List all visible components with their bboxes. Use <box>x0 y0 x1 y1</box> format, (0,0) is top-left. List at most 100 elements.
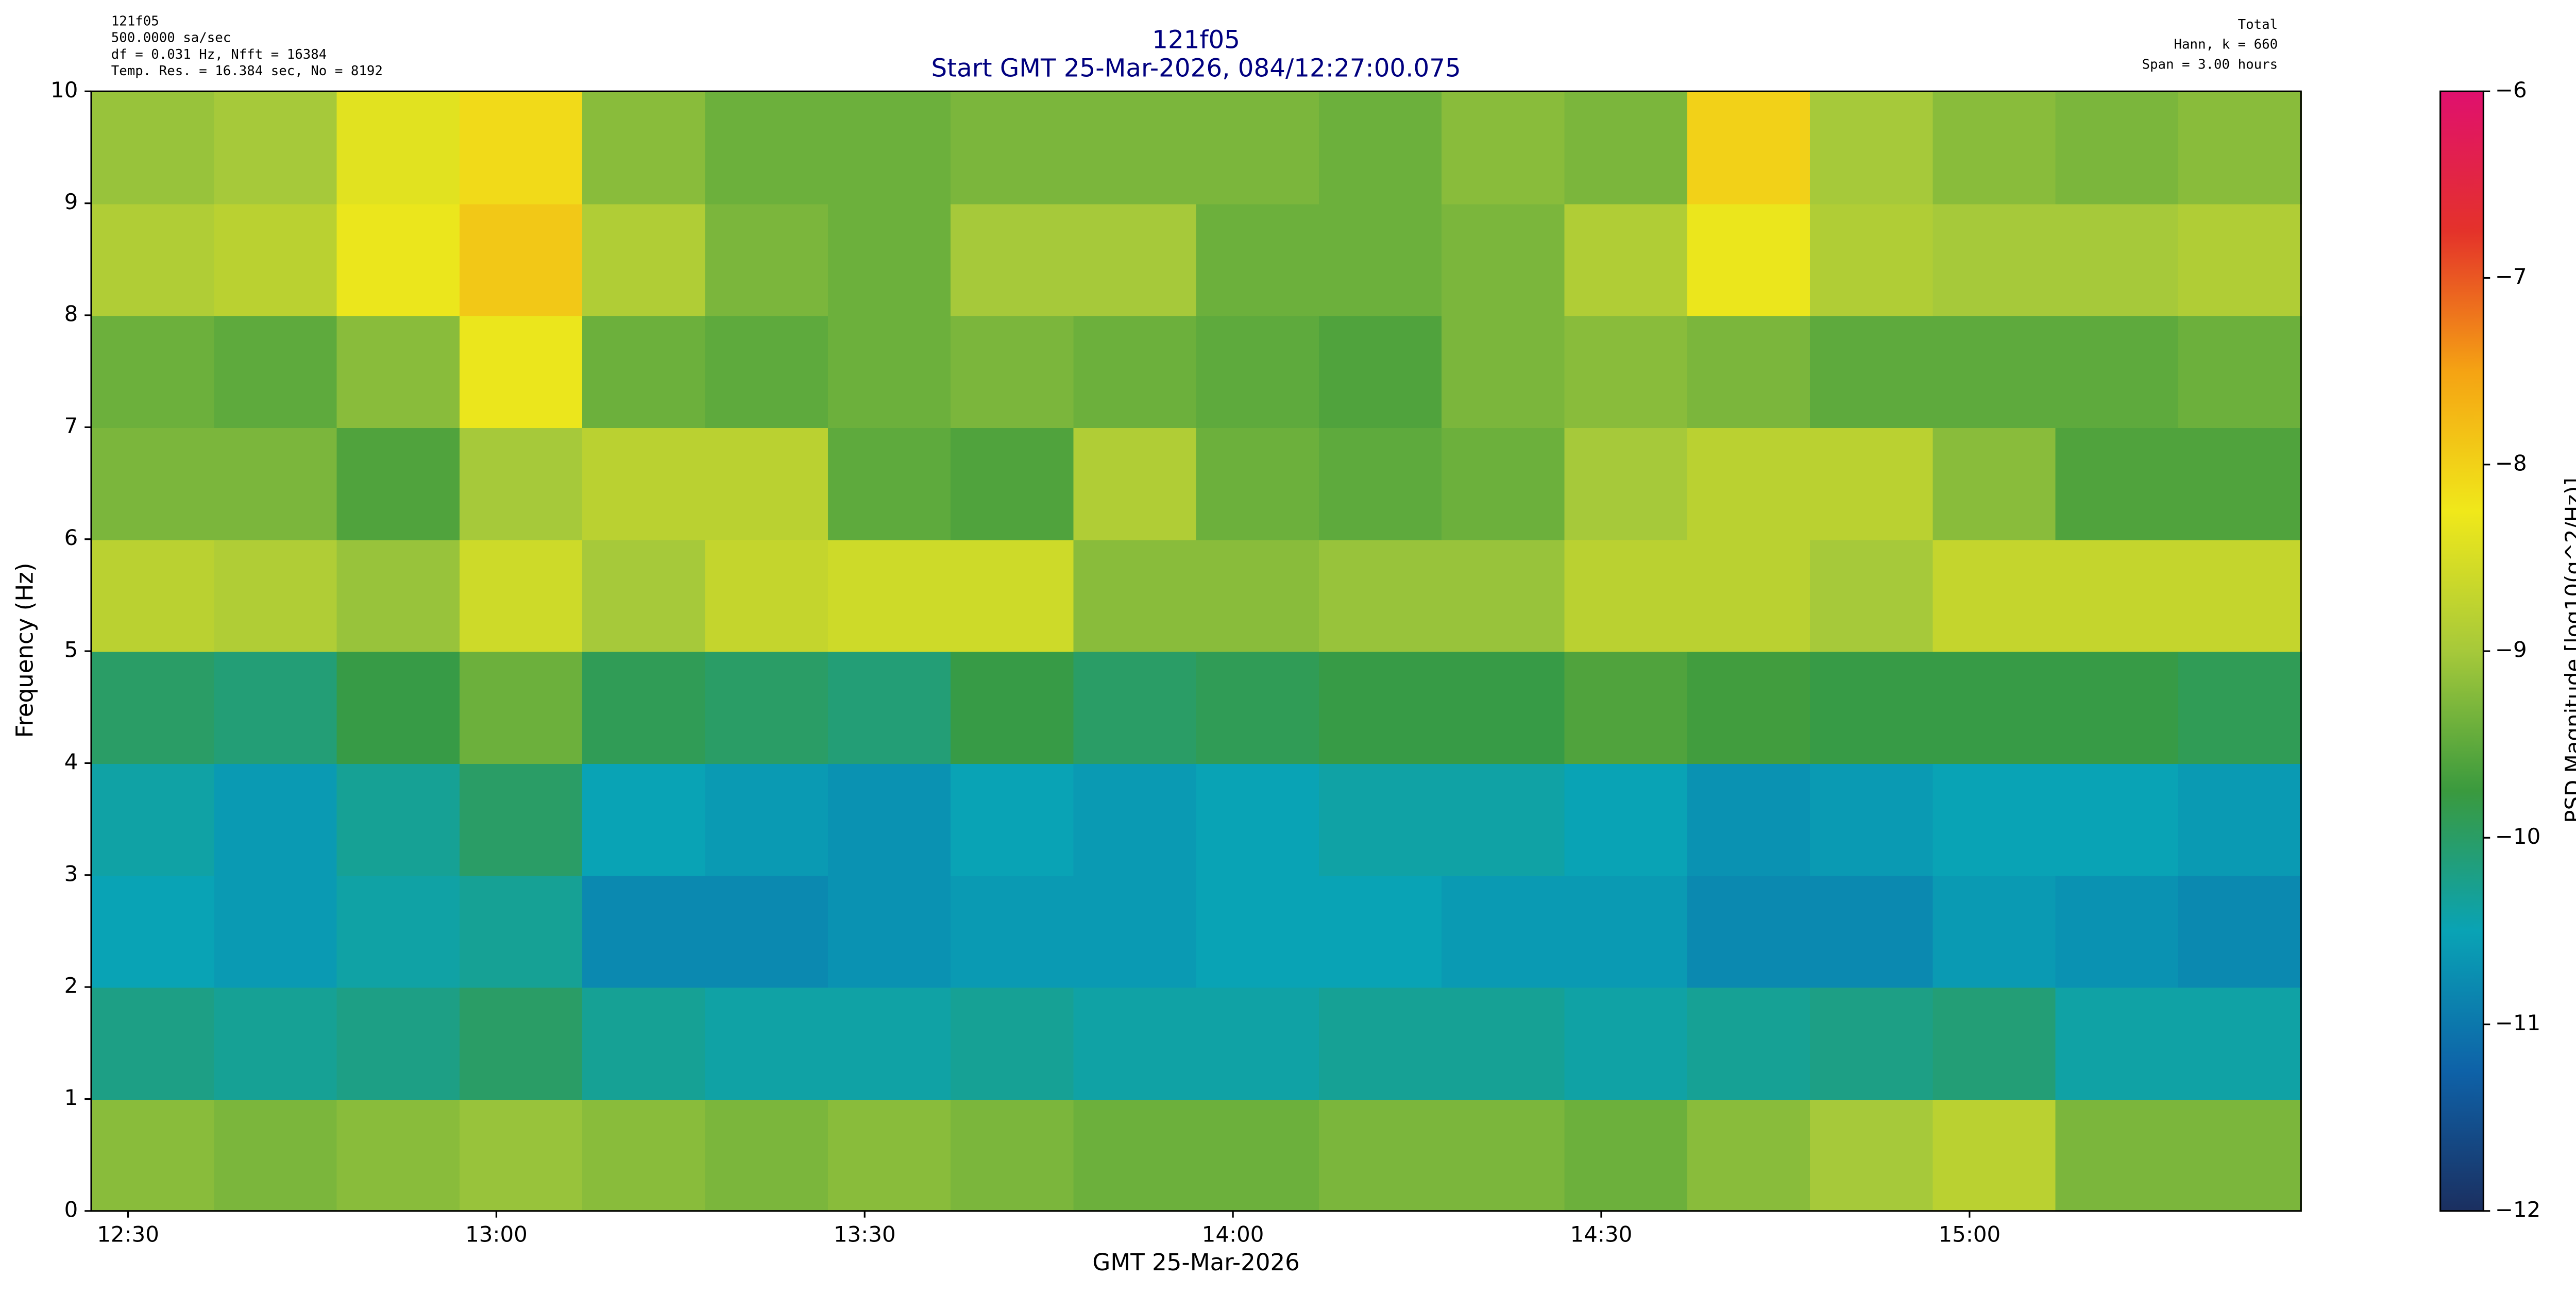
heatmap-cell <box>214 539 338 652</box>
colorbar-tick-label: −12 <box>2495 1197 2540 1222</box>
heatmap-cell <box>1810 875 1934 988</box>
info-text: Temp. Res. = 16.384 sec, No = 8192 <box>111 63 383 79</box>
y-tick-label: 2 <box>64 973 78 998</box>
heatmap-cell <box>582 651 706 764</box>
heatmap-cell <box>705 763 829 876</box>
heatmap-cell <box>1073 203 1197 316</box>
heatmap-cell <box>1442 875 1566 988</box>
heatmap-cell <box>951 651 1074 764</box>
heatmap-cell <box>91 203 215 316</box>
heatmap-cell <box>827 315 952 428</box>
heatmap-cell <box>1318 987 1443 1100</box>
heatmap-cell <box>1442 987 1566 1100</box>
heatmap-cell <box>459 203 583 316</box>
heatmap-cell <box>459 875 583 988</box>
heatmap-cell <box>1933 763 2057 876</box>
heatmap-cell <box>2178 1099 2302 1212</box>
y-tick-label: 7 <box>64 413 78 438</box>
heatmap-cell <box>1442 539 1566 652</box>
heatmap-cell <box>827 651 952 764</box>
heatmap-cell <box>1687 763 1811 876</box>
heatmap-cell <box>1318 875 1443 988</box>
heatmap-cell <box>459 1099 583 1212</box>
colorbar-tick-label: −9 <box>2495 637 2527 662</box>
heatmap-cell <box>2178 763 2302 876</box>
heatmap-cell <box>1933 651 2057 764</box>
heatmap-cell <box>214 875 338 988</box>
heatmap-cell <box>214 427 338 540</box>
heatmap-cell <box>582 1099 706 1212</box>
heatmap-cell <box>214 1099 338 1212</box>
heatmap-cell <box>705 91 829 205</box>
heatmap-cell <box>1564 315 1688 428</box>
heatmap-cell <box>1933 875 2057 988</box>
y-tick-label: 8 <box>64 301 78 326</box>
x-tick-label: 12:30 <box>97 1222 159 1247</box>
heatmap-cell <box>91 315 215 428</box>
heatmap-cell <box>336 91 461 205</box>
heatmap-cell <box>1196 203 1320 316</box>
heatmap-cell <box>827 427 952 540</box>
chart-subtitle: Start GMT 25-Mar-2026, 084/12:27:00.075 <box>931 54 1461 82</box>
x-tick-label: 14:30 <box>1570 1222 1633 1247</box>
heatmap-cell <box>705 651 829 764</box>
heatmap-cell <box>1073 763 1197 876</box>
heatmap-cell <box>459 987 583 1100</box>
heatmap-cell <box>336 1099 461 1212</box>
heatmap-cell <box>1442 763 1566 876</box>
heatmap-cell <box>2055 651 2179 764</box>
heatmap-cell <box>459 651 583 764</box>
heatmap-cell <box>91 1099 215 1212</box>
heatmap-cell <box>1442 91 1566 205</box>
heatmap-cell <box>705 203 829 316</box>
heatmap-cell <box>336 651 461 764</box>
heatmap-cell <box>2178 651 2302 764</box>
heatmap-cell <box>1073 875 1197 988</box>
heatmap-cell <box>1564 875 1688 988</box>
heatmap-cell <box>1933 315 2057 428</box>
info-text: 121f05 <box>111 14 159 29</box>
heatmap-cell <box>1196 875 1320 988</box>
heatmap-cell <box>1318 651 1443 764</box>
heatmap-cell <box>1442 203 1566 316</box>
colorbar-tick-label: −11 <box>2495 1010 2540 1035</box>
heatmap-cell <box>1073 91 1197 205</box>
heatmap-cell <box>582 91 706 205</box>
info-text: Span = 3.00 hours <box>2142 57 2278 72</box>
heatmap-cell <box>1073 539 1197 652</box>
heatmap-cell <box>951 427 1074 540</box>
heatmap-cell <box>1196 315 1320 428</box>
heatmap-cell <box>1810 1099 1934 1212</box>
heatmap-cell <box>2055 539 2179 652</box>
heatmap-cell <box>827 987 952 1100</box>
heatmap-cell <box>705 315 829 428</box>
heatmap-cell <box>1933 539 2057 652</box>
heatmap-cell <box>1564 539 1688 652</box>
info-text: 500.0000 sa/sec <box>111 30 231 46</box>
heatmap-cell <box>2178 875 2302 988</box>
heatmap-cell <box>1442 315 1566 428</box>
heatmap-cell <box>91 875 215 988</box>
heatmap-cell <box>582 875 706 988</box>
heatmap-cell <box>1196 1099 1320 1212</box>
plot-frame <box>90 90 2302 1212</box>
heatmap-cell <box>1933 1099 2057 1212</box>
heatmap-cell <box>459 427 583 540</box>
heatmap-cell <box>91 651 215 764</box>
heatmap-cell <box>1318 203 1443 316</box>
heatmap-cell <box>582 203 706 316</box>
heatmap-cell <box>336 315 461 428</box>
heatmap-cell <box>1687 539 1811 652</box>
heatmap-cell <box>336 875 461 988</box>
heatmap-cell <box>827 91 952 205</box>
heatmap-cell <box>705 1099 829 1212</box>
heatmap-cell <box>1196 763 1320 876</box>
heatmap-cell <box>214 987 338 1100</box>
heatmap-cell <box>1196 987 1320 1100</box>
heatmap-cell <box>1564 1099 1688 1212</box>
heatmap-cell <box>214 763 338 876</box>
heatmap-cell <box>91 91 215 205</box>
info-text: df = 0.031 Hz, Nfft = 16384 <box>111 47 327 62</box>
heatmap-cell <box>459 91 583 205</box>
